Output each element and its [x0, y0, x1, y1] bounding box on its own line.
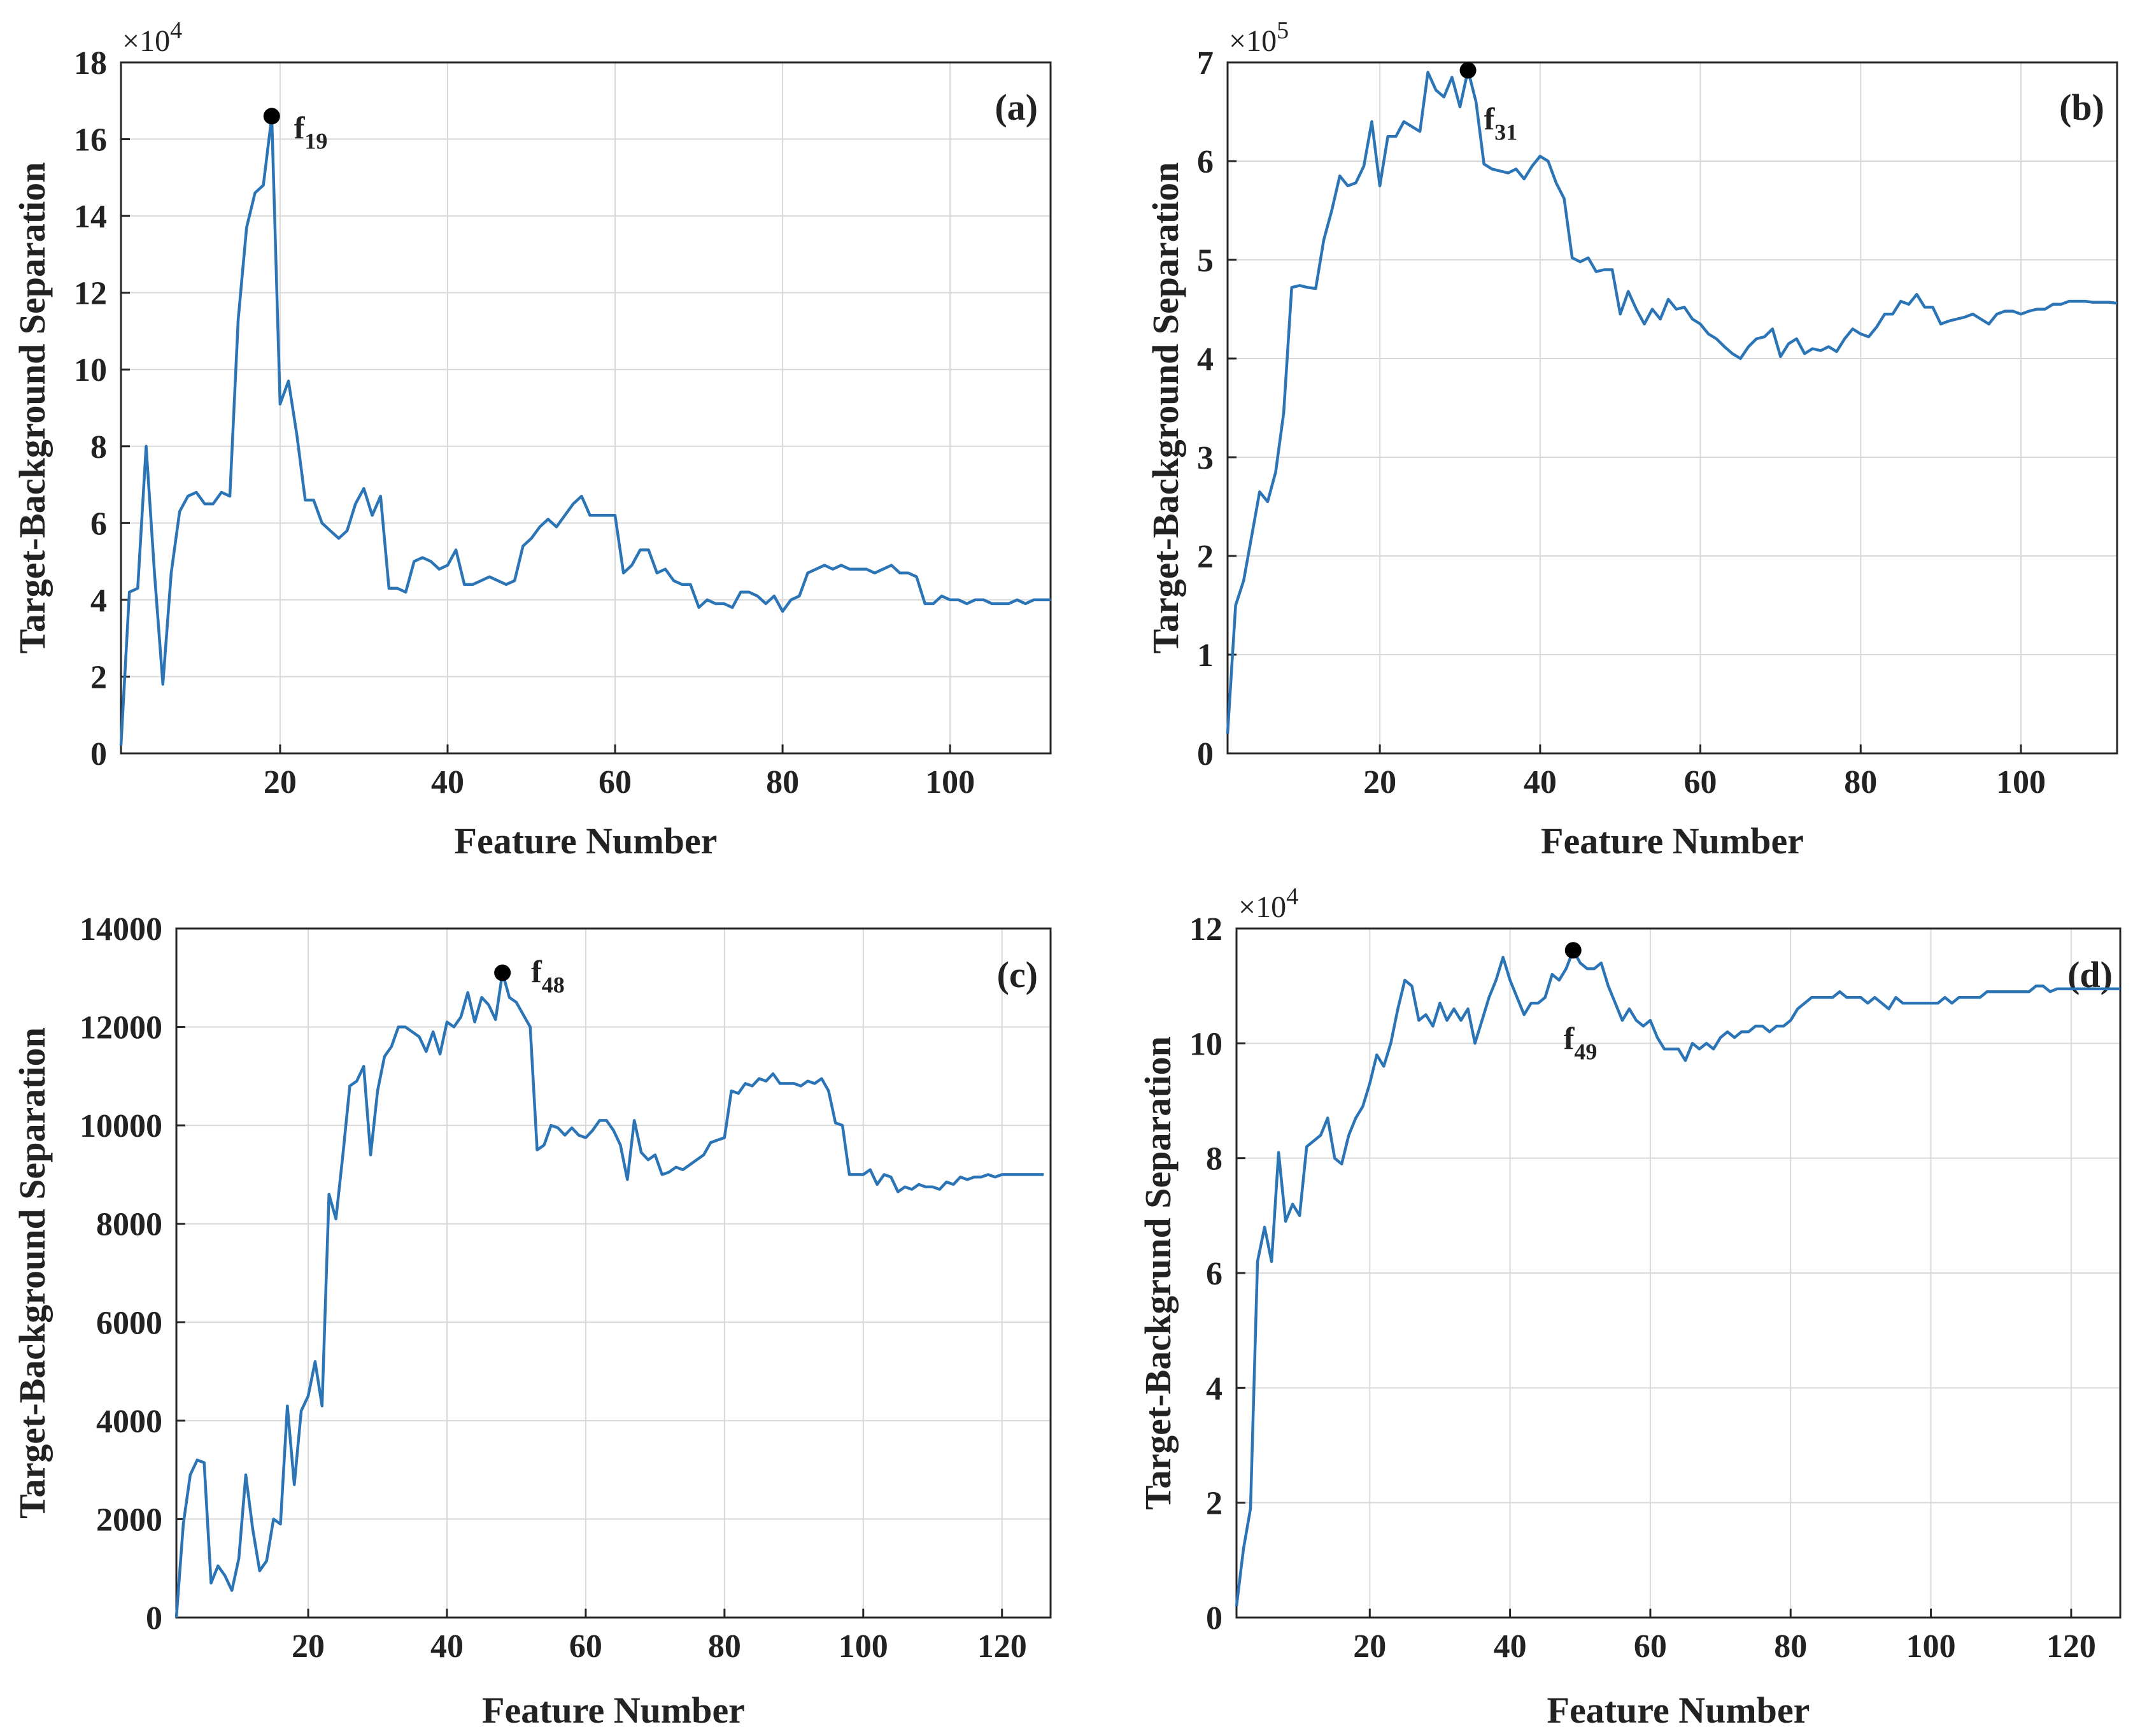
chart-panel-b: 20 40 60 80 100 0 1 2 3 4 5 6 7 Feature Number Target-… [1145, 17, 2118, 862]
y-tick-label: 4000 [96, 1404, 162, 1440]
y-exponent-label: ×105 [1229, 17, 1289, 58]
peak-marker [263, 108, 280, 125]
y-tick-label: 1 [1197, 637, 1214, 674]
y-tick-label: 18 [74, 45, 107, 82]
x-tick-label: 100 [925, 764, 975, 800]
series-line-separation [119, 115, 1051, 746]
series-line-separation [174, 971, 1044, 1618]
y-tick-label: 12 [1189, 911, 1222, 948]
y-axis-label: Target-Background Separation [11, 1027, 53, 1519]
x-axis-label: Feature Number [455, 820, 718, 862]
y-tick-label: 0 [1206, 1600, 1222, 1637]
x-tick-label: 120 [2046, 1628, 2096, 1665]
y-axis-label: Target-Backgrund Separation [1137, 1036, 1179, 1510]
x-tick-label: 60 [569, 1628, 602, 1665]
x-tick-label: 20 [264, 764, 297, 800]
x-tick-label: 100 [1906, 1628, 1956, 1665]
y-axis-label: Target-Background Separation [11, 162, 53, 654]
y-tick-label: 6 [1197, 144, 1214, 180]
x-tick-label: 20 [1353, 1628, 1386, 1665]
y-tick-label: 0 [146, 1600, 162, 1637]
y-tick-label: 0 [1197, 736, 1214, 772]
x-tick-label: 80 [708, 1628, 741, 1665]
x-tick-label: 120 [977, 1628, 1027, 1665]
y-tick-label: 12 [74, 276, 107, 312]
peak-annotation: f31 [1484, 101, 1518, 145]
y-tick-label: 14000 [80, 911, 162, 948]
chart-panel-c: 20 40 60 80 100 120 0 2000 4000 6000 8000 10000 1200… [11, 911, 1052, 1731]
y-tick-label: 2 [1206, 1486, 1222, 1522]
panel-label: (c) [997, 954, 1038, 995]
peak-annotation: f49 [1564, 1020, 1598, 1064]
x-axis-label: Feature Number [482, 1690, 745, 1731]
y-tick-label: 8 [1206, 1141, 1222, 1177]
x-tick-label: 40 [1494, 1628, 1527, 1665]
y-tick-label: 6 [1206, 1256, 1222, 1292]
y-tick-label: 12000 [80, 1010, 162, 1046]
plot-area-frame [175, 927, 1052, 1619]
x-tick-label: 20 [1363, 764, 1396, 800]
y-tick-label: 8000 [96, 1207, 162, 1243]
peak-marker [1459, 62, 1477, 79]
x-tick-label: 100 [1996, 764, 2046, 800]
y-exponent-label: ×104 [122, 17, 182, 58]
y-tick-label: 8 [90, 429, 107, 466]
y-tick-label: 6 [90, 506, 107, 542]
x-tick-label: 80 [1774, 1628, 1807, 1665]
y-axis-label: Target-Background Separation [1145, 162, 1186, 654]
y-tick-label: 2 [90, 659, 107, 695]
y-tick-label: 2000 [96, 1502, 162, 1538]
y-tick-label: 4 [1206, 1370, 1222, 1407]
y-tick-label: 10000 [80, 1108, 162, 1144]
peak-annotation: f19 [294, 110, 328, 153]
peak-marker [1564, 942, 1582, 959]
x-tick-label: 20 [292, 1628, 325, 1665]
y-tick-label: 10 [74, 352, 107, 388]
series-line-separation [1226, 69, 2118, 734]
y-tick-label: 10 [1189, 1026, 1222, 1062]
y-tick-label: 7 [1197, 45, 1214, 82]
y-tick-label: 3 [1197, 440, 1214, 476]
chart-panel-d: 20 40 60 80 100 120 0 2 4 6 8 10 12 Feature Number Tar… [1137, 883, 2122, 1731]
panel-label: (a) [995, 87, 1038, 128]
x-tick-label: 60 [599, 764, 632, 800]
plot-area-frame [120, 61, 1052, 755]
y-exponent-label: ×104 [1238, 883, 1298, 924]
x-tick-label: 60 [1684, 764, 1717, 800]
y-tick-label: 16 [74, 122, 107, 159]
plot-area-frame [1226, 61, 2118, 755]
y-tick-label: 14 [74, 199, 107, 235]
chart-panel-a: 20 40 60 80 100 0 2 4 6 8 10 12 14 16 18 Feature Number… [11, 17, 1052, 862]
peak-marker [494, 964, 511, 981]
x-tick-label: 40 [430, 1628, 464, 1665]
y-tick-label: 0 [90, 736, 107, 772]
x-tick-label: 40 [1524, 764, 1557, 800]
x-tick-label: 100 [839, 1628, 888, 1665]
x-tick-label: 80 [1844, 764, 1877, 800]
x-tick-label: 80 [766, 764, 799, 800]
y-tick-label: 4 [90, 583, 107, 619]
peak-annotation: f48 [531, 954, 565, 998]
x-tick-label: 60 [1634, 1628, 1667, 1665]
y-tick-label: 5 [1197, 243, 1214, 279]
x-axis-label: Feature Number [1541, 820, 1804, 862]
y-tick-label: 6000 [96, 1305, 162, 1341]
y-tick-label: 4 [1197, 341, 1214, 378]
panel-label: (b) [2059, 87, 2104, 128]
x-tick-label: 40 [431, 764, 464, 800]
series-line-separation [1235, 949, 2120, 1607]
x-axis-label: Feature Number [1547, 1690, 1810, 1731]
y-tick-label: 2 [1197, 539, 1214, 575]
